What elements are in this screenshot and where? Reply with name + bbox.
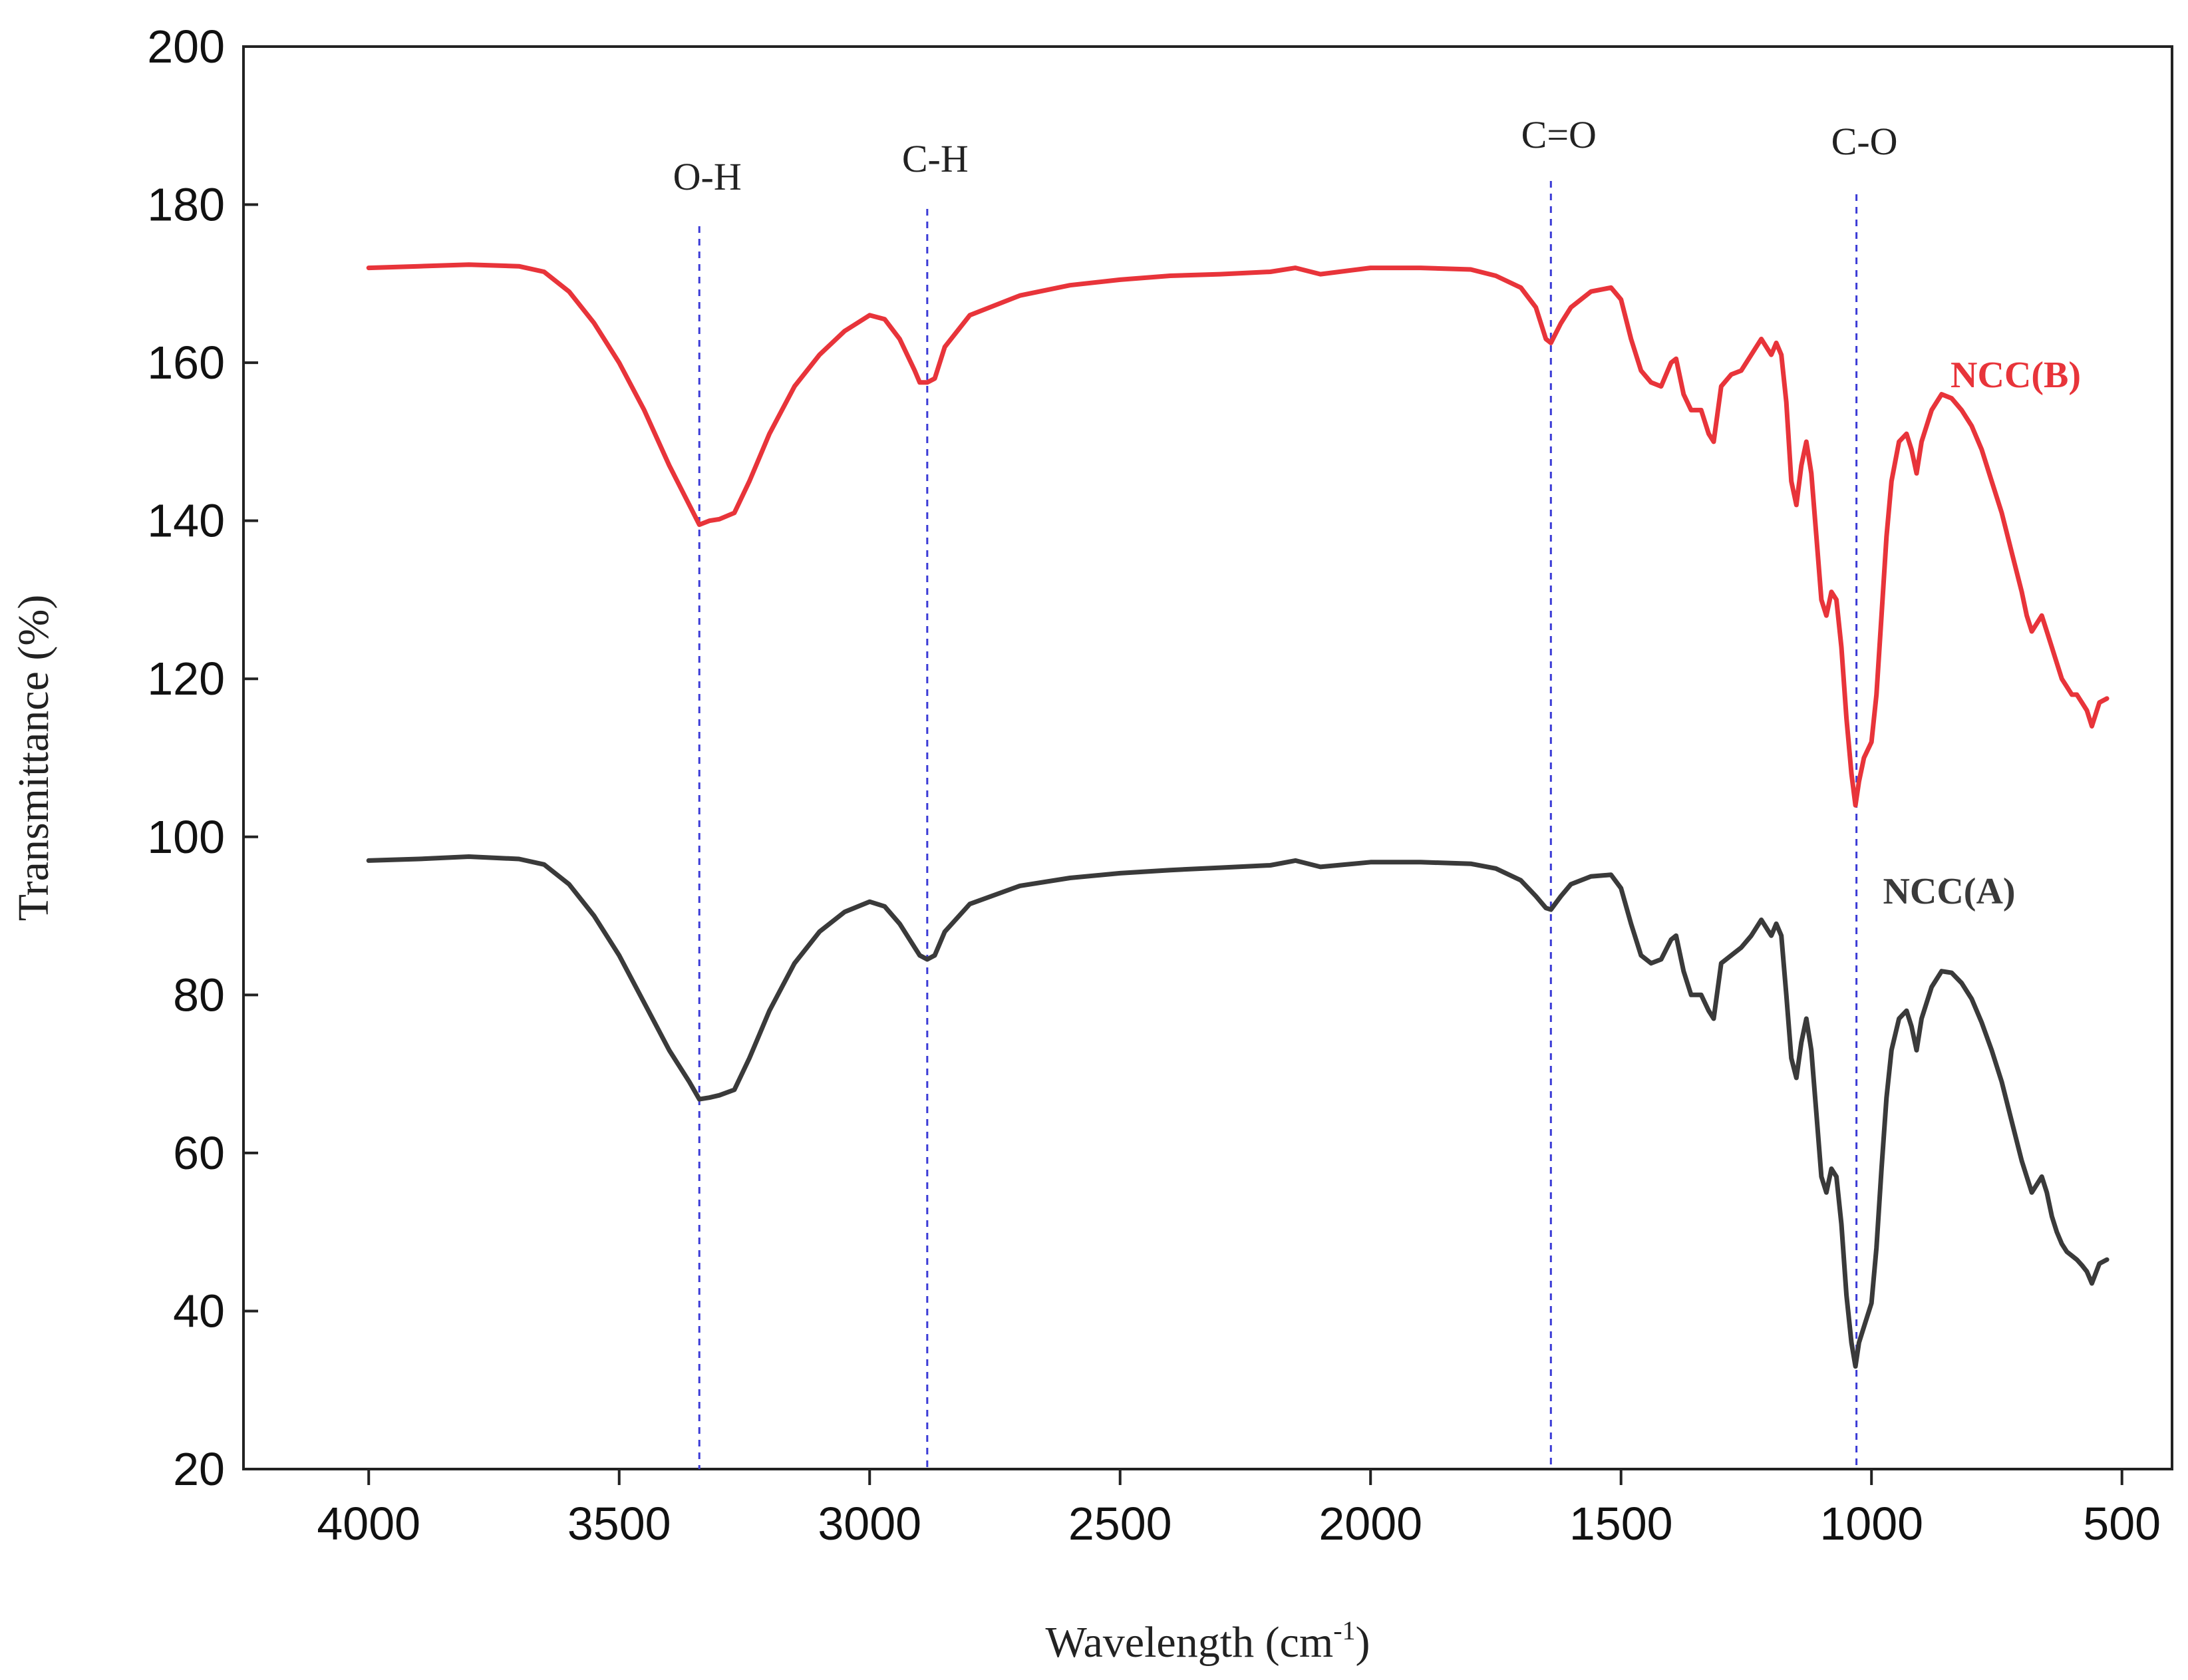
- x-tick-label: 2500: [1068, 1498, 1172, 1550]
- peak-label: C=O: [1521, 113, 1597, 156]
- peak-label: C-H: [902, 137, 969, 180]
- series-label: NCC(A): [1883, 871, 2015, 912]
- x-axis-title-suffix: ): [1356, 1618, 1370, 1667]
- x-tick-label: 3500: [567, 1498, 671, 1550]
- x-tick-label: 1000: [1819, 1498, 1923, 1550]
- x-tick-label: 1500: [1569, 1498, 1673, 1550]
- x-axis-title-sup: -1: [1333, 1615, 1355, 1645]
- y-tick-label: 180: [147, 179, 225, 231]
- y-tick-label: 160: [147, 337, 225, 389]
- y-tick-label: 120: [147, 653, 225, 705]
- x-axis-title-main: Wavelength (cm: [1046, 1618, 1334, 1667]
- series-line: [366, 262, 2110, 808]
- x-tick-label: 3000: [818, 1498, 921, 1550]
- x-axis-title: Wavelength (cm-1): [1046, 1615, 1370, 1667]
- y-tick-label: 20: [173, 1443, 225, 1495]
- x-tick-label: 2000: [1319, 1498, 1422, 1550]
- y-tick-label: 200: [147, 21, 225, 73]
- plot-frame: [242, 45, 2173, 1470]
- y-tick-label: 100: [147, 811, 225, 863]
- peak-label: O-H: [673, 155, 742, 198]
- series-label: NCC(B): [1951, 355, 2081, 396]
- y-tick-label: 140: [147, 495, 225, 547]
- y-axis-title: Transmittance (%): [9, 595, 58, 922]
- y-tick-label: 40: [173, 1285, 225, 1337]
- series-line: [366, 854, 2110, 1369]
- peak-label: C-O: [1831, 120, 1898, 163]
- x-tick-label: 4000: [317, 1498, 420, 1550]
- y-tick-label: 60: [173, 1127, 225, 1179]
- x-tick-label: 500: [2083, 1498, 2161, 1550]
- y-tick-label: 80: [173, 969, 225, 1021]
